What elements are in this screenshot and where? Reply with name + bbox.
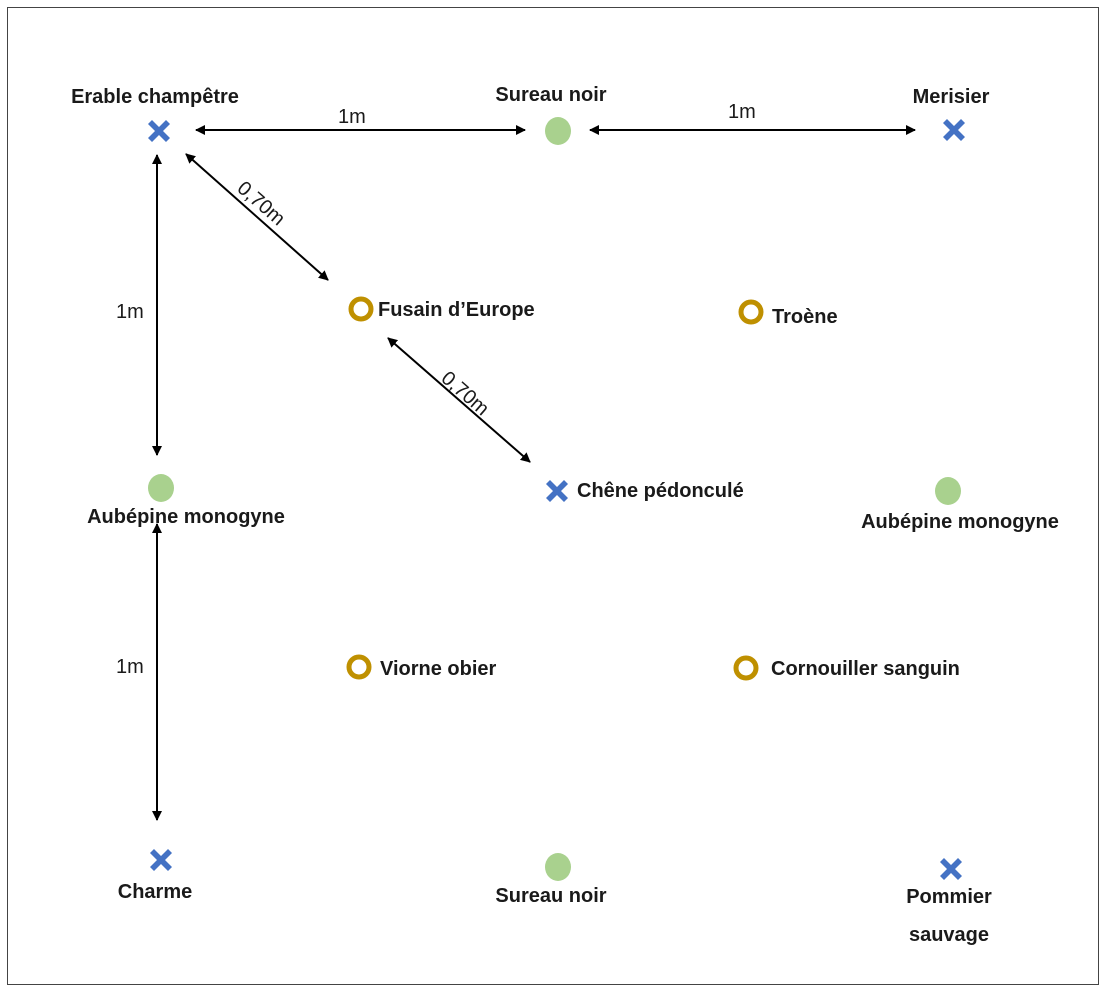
plant-label-charme: Charme bbox=[118, 881, 192, 903]
plant-label-chene: Chêne pédonculé bbox=[577, 480, 744, 502]
dot-icon bbox=[148, 474, 174, 502]
plant-label-sureau-top: Sureau noir bbox=[495, 84, 606, 106]
arrow-fusain-chene bbox=[387, 337, 531, 463]
ring-icon bbox=[348, 296, 374, 322]
cross-icon bbox=[943, 119, 965, 141]
plant-label-aubepine-right: Aubépine monogyne bbox=[861, 511, 1059, 533]
ring-icon bbox=[733, 655, 759, 681]
cross-icon bbox=[150, 849, 172, 871]
ring-icon bbox=[346, 654, 372, 680]
distance-label-left-lower: 1m bbox=[116, 656, 144, 678]
distance-label-top-left: 1m bbox=[338, 106, 366, 128]
plant-labels: Erable champêtre Sureau noir Merisier Fu… bbox=[71, 84, 1059, 946]
cross-icon bbox=[546, 480, 568, 502]
plant-label-pommier-line2: sauvage bbox=[909, 924, 989, 946]
plant-label-viorne: Viorne obier bbox=[380, 658, 497, 680]
diagram-border bbox=[7, 7, 1099, 985]
plant-label-erable: Erable champêtre bbox=[71, 86, 239, 108]
arrow-erable-fusain bbox=[185, 153, 329, 281]
dot-icon bbox=[545, 117, 571, 145]
cross-icon bbox=[148, 120, 170, 142]
cross-icon bbox=[940, 858, 962, 880]
ring-icon bbox=[738, 299, 764, 325]
dot-icon bbox=[935, 477, 961, 505]
distance-label-top-right: 1m bbox=[728, 101, 756, 123]
distance-arrows bbox=[152, 125, 916, 821]
plant-label-troene: Troène bbox=[772, 306, 838, 328]
plant-label-fusain: Fusain d’Europe bbox=[378, 299, 535, 321]
plant-label-cornouiller: Cornouiller sanguin bbox=[771, 658, 960, 680]
dot-icon bbox=[545, 853, 571, 881]
distance-label-diag-lower: 0,70m bbox=[437, 367, 493, 420]
plant-label-pommier-line1: Pommier bbox=[906, 886, 992, 908]
plant-markers bbox=[148, 117, 965, 881]
plant-label-aubepine-left: Aubépine monogyne bbox=[87, 506, 285, 528]
distance-label-left-upper: 1m bbox=[116, 301, 144, 323]
plant-label-sureau-bottom: Sureau noir bbox=[495, 885, 606, 907]
plant-label-merisier: Merisier bbox=[913, 86, 990, 108]
